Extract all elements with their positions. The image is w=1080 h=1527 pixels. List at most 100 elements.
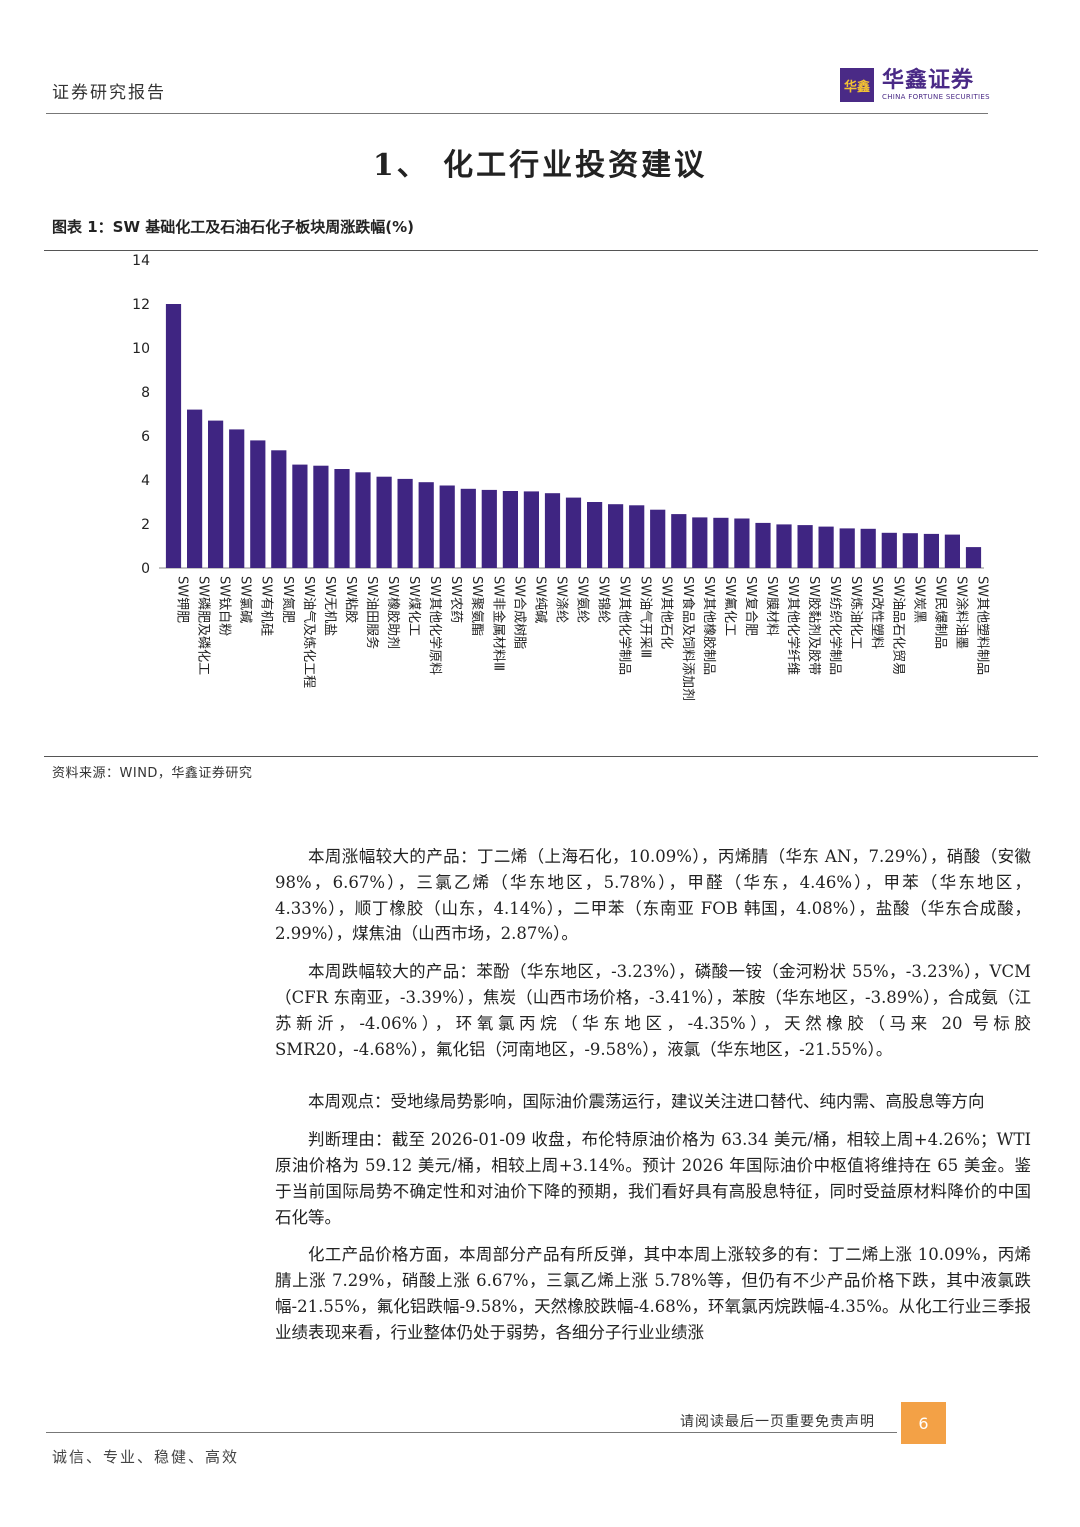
logo-name-en: CHINA FORTUNE SECURITIES bbox=[882, 93, 990, 101]
bar bbox=[334, 469, 350, 568]
x-tick-label: SW其他化学纤维 bbox=[785, 576, 801, 675]
bar bbox=[439, 485, 455, 568]
x-tick-label: SW改性塑料 bbox=[869, 576, 884, 649]
footer-divider bbox=[46, 1432, 897, 1433]
bar bbox=[629, 505, 645, 568]
x-tick-label: SW其他化学制品 bbox=[617, 576, 633, 675]
paragraph-top-losers: 本周跌幅较大的产品：苯酚（华东地区，-3.23%），磷酸一铵（金河粉状 55%，… bbox=[275, 962, 1031, 1059]
bar bbox=[965, 547, 982, 568]
y-tick-label: 6 bbox=[141, 429, 150, 445]
figure-source: 资料来源：WIND，华鑫证券研究 bbox=[52, 766, 253, 781]
x-tick-label: SW钛白粉 bbox=[217, 576, 233, 636]
company-logo: 华鑫 华鑫证券 CHINA FORTUNE SECURITIES bbox=[840, 68, 990, 102]
bar bbox=[713, 517, 729, 568]
x-tick-label: SW无机盐 bbox=[322, 576, 337, 636]
logo-mark-icon: 华鑫 bbox=[840, 68, 874, 102]
x-tick-label: SW复合肥 bbox=[743, 576, 758, 636]
bar bbox=[565, 497, 582, 568]
body-text: 本周涨幅较大的产品：丁二烯（上海石化，10.09%），丙烯腈（华东 AN，7.2… bbox=[275, 844, 1031, 1346]
bar bbox=[460, 488, 476, 568]
bar bbox=[839, 528, 855, 568]
x-tick-label: SW钾肥 bbox=[175, 576, 190, 623]
x-tick-label: SW油田服务 bbox=[364, 576, 380, 649]
bar bbox=[692, 517, 708, 568]
bar bbox=[587, 502, 603, 568]
bar bbox=[923, 533, 939, 568]
x-tick-label: SW其他化学原料 bbox=[427, 576, 443, 675]
header-divider bbox=[46, 113, 988, 114]
x-tick-label: SW煤化工 bbox=[406, 576, 421, 636]
paragraph-weekly-view: 本周观点：受地缘局势影响，国际油价震荡运行，建议关注进口替代、纯内需、高股息等方… bbox=[308, 1092, 985, 1112]
bar bbox=[650, 509, 666, 568]
bar bbox=[734, 518, 750, 568]
bar bbox=[544, 493, 561, 568]
bar bbox=[944, 534, 960, 568]
x-tick-label: SW炭黑 bbox=[911, 576, 926, 623]
x-tick-label: SW其他石化 bbox=[659, 576, 674, 649]
x-tick-label: SW氮肥 bbox=[280, 576, 295, 623]
bar bbox=[671, 514, 687, 568]
x-tick-label: SW有机硅 bbox=[259, 576, 274, 636]
x-tick-label: SW炼油化工 bbox=[848, 576, 863, 649]
x-tick-label: SW膜材料 bbox=[764, 576, 779, 636]
x-tick-label: SW氯碱 bbox=[238, 576, 253, 623]
bar bbox=[776, 524, 792, 568]
bar bbox=[418, 482, 434, 568]
figure-top-rule bbox=[44, 250, 1038, 251]
bar bbox=[376, 476, 392, 568]
y-tick-label: 10 bbox=[132, 341, 150, 357]
paragraph-top-gainers: 本周涨幅较大的产品：丁二烯（上海石化，10.09%），丙烯腈（华东 AN，7.2… bbox=[275, 847, 1031, 944]
section-title: 1、 化工行业投资建议 bbox=[372, 148, 708, 183]
bar bbox=[355, 472, 371, 568]
logo-name-cn: 华鑫证券 bbox=[882, 68, 975, 93]
bar bbox=[902, 533, 918, 568]
x-tick-label: SW农药 bbox=[448, 576, 463, 623]
y-tick-label: 8 bbox=[141, 385, 150, 401]
x-tick-label: SW胶黏剂及胶带 bbox=[806, 576, 822, 675]
x-tick-label: SW涤纶 bbox=[553, 576, 568, 623]
bar bbox=[187, 409, 203, 568]
x-tick-label: SW氨纶 bbox=[575, 576, 590, 623]
bar bbox=[292, 464, 308, 568]
bar bbox=[860, 528, 876, 568]
paragraph-price-review: 化工产品价格方面，本周部分产品有所反弹，其中本周上涨较多的有：丁二烯上涨 10.… bbox=[275, 1245, 1031, 1342]
bar bbox=[208, 420, 224, 568]
bar bbox=[523, 491, 539, 568]
x-tick-label: SW锦纶 bbox=[596, 576, 611, 623]
bar bbox=[608, 504, 624, 568]
x-tick-label: SW氟化工 bbox=[722, 576, 737, 636]
x-tick-label: SW油气开采Ⅲ bbox=[638, 576, 654, 658]
bar bbox=[250, 440, 266, 568]
x-tick-label: SW聚氨酯 bbox=[469, 576, 484, 636]
disclaimer-note: 请阅读最后一页重要免责声明 bbox=[680, 1414, 875, 1430]
figure-bottom-rule bbox=[44, 756, 1038, 757]
report-type-label: 证券研究报告 bbox=[52, 83, 166, 103]
y-tick-label: 4 bbox=[141, 473, 150, 489]
x-tick-label: SW其他塑料制品 bbox=[975, 576, 990, 675]
footer-motto: 诚信、专业、稳健、高效 bbox=[52, 1448, 240, 1466]
x-tick-label: SW纺织化学制品 bbox=[827, 576, 843, 675]
page-number: 6 bbox=[901, 1402, 946, 1444]
y-tick-label: 12 bbox=[132, 297, 150, 313]
bar-chart: 0 2 4 6 8 10 12 14 SW钾肥 SW磷肥及磷化工 SW钛白粉 SW氯碱 SW有机硅 SW氮… bbox=[132, 253, 990, 701]
x-tick-label: SW其他橡胶制品 bbox=[701, 576, 717, 675]
x-tick-label: SW涂料油墨 bbox=[953, 576, 969, 649]
bar bbox=[755, 522, 771, 568]
y-tick-label: 0 bbox=[141, 561, 150, 577]
x-tick-label: SW食品及饲料添加剂 bbox=[680, 576, 696, 701]
bar bbox=[271, 450, 287, 568]
bar bbox=[818, 526, 834, 568]
bar bbox=[313, 465, 329, 568]
bar bbox=[502, 491, 518, 568]
bar bbox=[797, 525, 813, 568]
x-tick-label: SW油品石化贸易 bbox=[890, 576, 905, 675]
figure-title: 图表 1：SW 基础化工及石油石化子板块周涨跌幅(%) bbox=[52, 218, 414, 236]
bar bbox=[165, 304, 182, 568]
x-tick-label: SW纯碱 bbox=[532, 576, 547, 623]
y-tick-label: 2 bbox=[141, 517, 150, 533]
x-tick-label: SW橡胶助剂 bbox=[385, 576, 401, 649]
bar bbox=[397, 478, 413, 568]
x-tick-label: SW油气及炼化工程 bbox=[301, 576, 317, 688]
x-tick-label: SW民爆制品 bbox=[932, 576, 947, 649]
y-tick-label: 14 bbox=[132, 253, 150, 269]
